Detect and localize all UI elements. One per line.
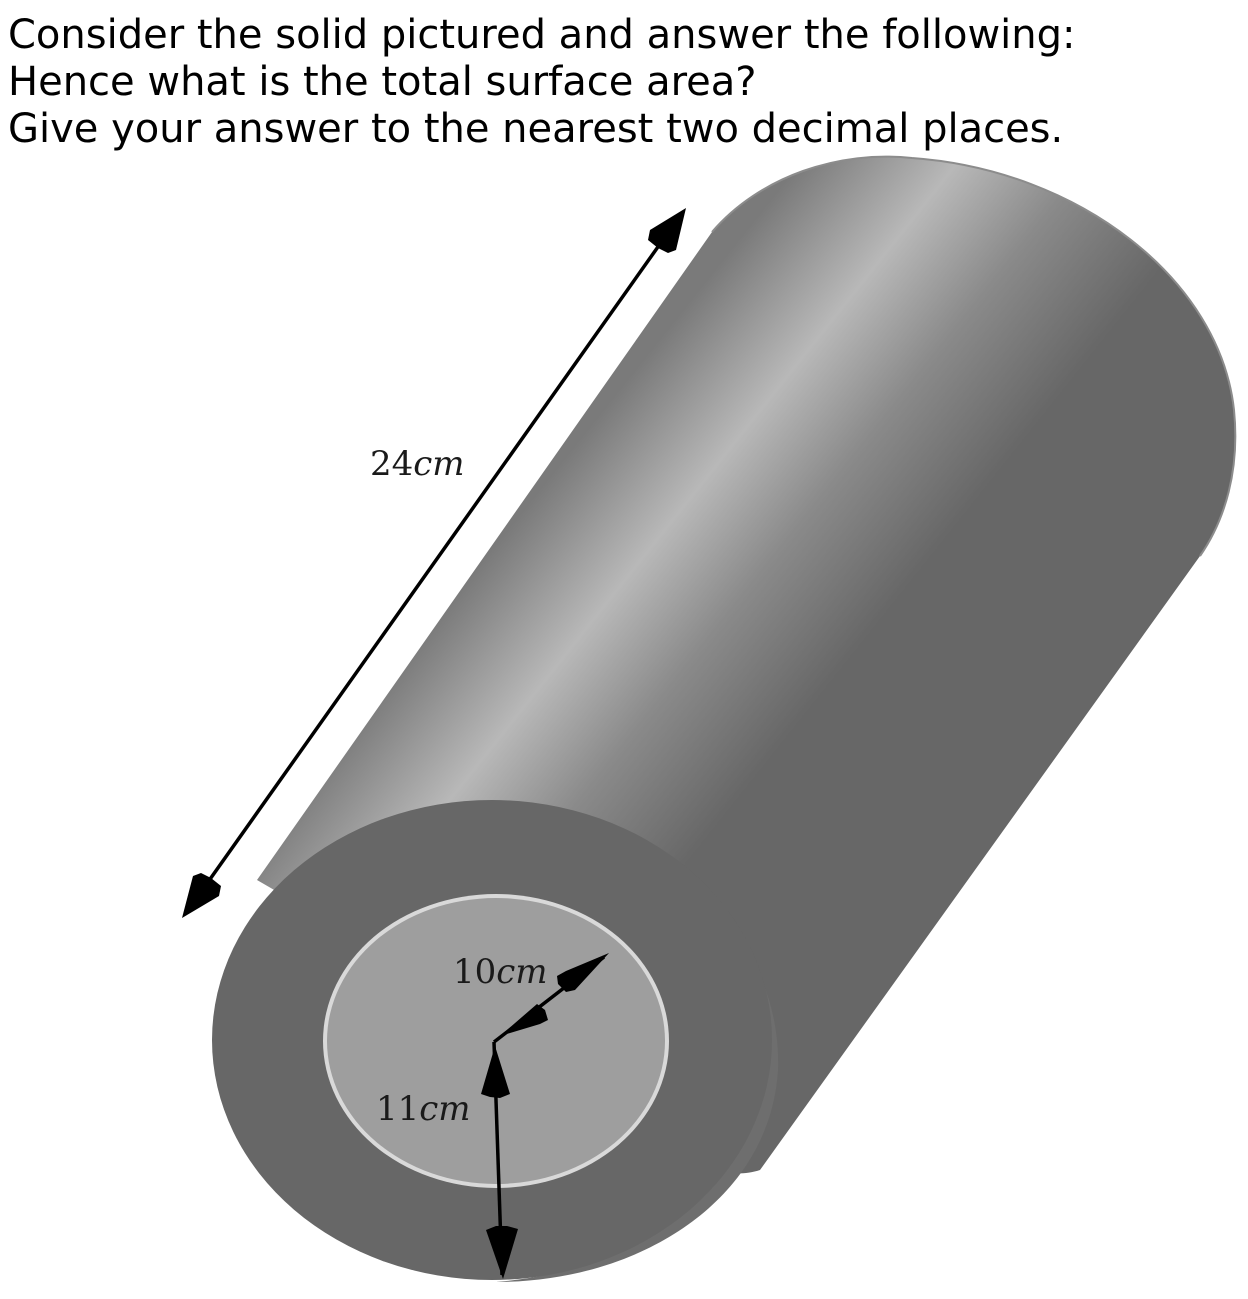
- inner-radius-arrowhead-outer: [557, 953, 609, 992]
- question-line-1: Consider the solid pictured and answer t…: [8, 12, 1076, 58]
- length-arrow-line: [189, 218, 679, 908]
- question-line-2: Hence what is the total surface area?: [8, 59, 757, 105]
- radius-dimension-arrows: [481, 953, 609, 1279]
- inner-radius-label-number: 10: [453, 952, 496, 992]
- outer-radius-label-unit: cm: [419, 1089, 470, 1129]
- question-line-3: Give your answer to the nearest two deci…: [8, 106, 1064, 152]
- length-label-unit: cm: [413, 444, 464, 484]
- outer-radius-label-number: 11: [376, 1089, 419, 1129]
- outer-radius-arrowhead-center: [481, 1046, 510, 1098]
- inner-radius-label: 10cm: [453, 952, 548, 992]
- inner-radius-arrowhead-center: [500, 1004, 548, 1036]
- length-arrowhead-top: [648, 208, 686, 253]
- length-dimension-arrow: [182, 208, 686, 918]
- length-label-number: 24: [370, 444, 413, 484]
- question-text: Consider the solid pictured and answer t…: [8, 12, 1076, 153]
- length-arrowhead-bottom: [182, 873, 221, 918]
- inner-radius-label-unit: cm: [496, 952, 547, 992]
- length-label: 24cm: [370, 444, 465, 484]
- outer-radius-arrowhead-outer: [486, 1226, 518, 1279]
- cylinder-back-rim: [711, 155, 1237, 557]
- outer-radius-label: 11cm: [376, 1089, 471, 1129]
